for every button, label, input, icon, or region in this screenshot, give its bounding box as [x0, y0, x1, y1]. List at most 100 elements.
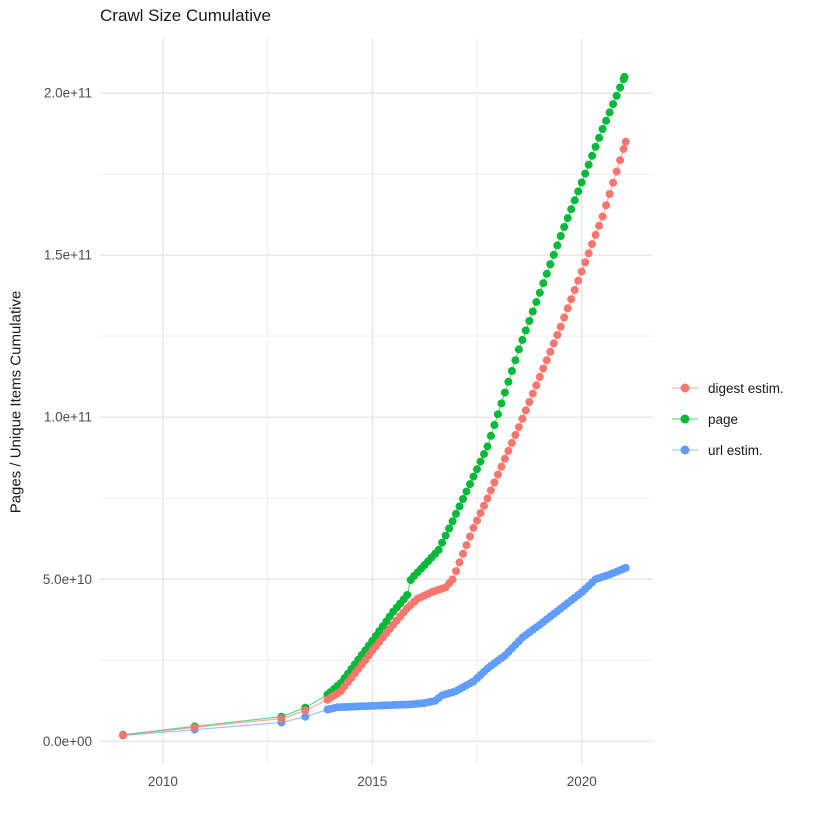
data-point: [466, 532, 474, 541]
data-point: [466, 480, 474, 489]
series-digest-estim-: [119, 137, 630, 740]
data-point: [577, 267, 586, 276]
data-point: [588, 240, 597, 249]
data-point: [469, 523, 478, 532]
data-point: [581, 258, 590, 267]
legend-entry-digest-estim-: digest estim.: [670, 378, 784, 398]
data-point: [486, 431, 495, 440]
data-point: [493, 470, 502, 479]
data-point: [511, 356, 520, 365]
data-point: [612, 167, 621, 176]
y-axis-title: Pages / Unique Items Cumulative: [7, 290, 25, 514]
data-point: [445, 524, 454, 533]
data-point: [480, 450, 488, 459]
data-point: [462, 541, 471, 550]
data-point: [511, 431, 520, 439]
data-point: [521, 406, 530, 415]
data-point: [301, 706, 310, 715]
data-point: [504, 377, 513, 386]
data-point: [556, 322, 565, 331]
data-point: [546, 347, 555, 356]
data-point: [403, 591, 412, 599]
data-point: [441, 531, 450, 540]
data-point: [518, 335, 527, 344]
data-point: [535, 372, 544, 381]
y-tick-label: 0.0e+00: [43, 734, 92, 749]
data-point: [434, 545, 443, 554]
chart-title: Crawl Size Cumulative: [100, 6, 271, 25]
data-point: [459, 495, 467, 503]
data-point: [549, 250, 558, 259]
data-point: [507, 367, 516, 375]
data-point: [473, 516, 481, 525]
gridlines-major: [100, 38, 653, 764]
data-point: [595, 221, 604, 230]
y-tick-label: 1.0e+11: [44, 410, 92, 425]
axis-tick-labels: 0.0e+00 5.0e+10 1.0e+11 1.5e+11 2.0e+11 2010 2…: [43, 86, 597, 789]
data-point: [490, 478, 499, 487]
data-point: [570, 286, 579, 294]
data-point: [556, 232, 565, 240]
data-point: [553, 241, 562, 250]
data-point: [301, 712, 310, 721]
x-tick-label: 2010: [148, 774, 178, 789]
data-point: [553, 331, 562, 339]
data-point: [621, 137, 630, 146]
legend: digest estim. page url estim.: [670, 378, 784, 460]
gridlines-minor: [100, 38, 653, 764]
data-point: [621, 563, 630, 572]
data-point: [452, 567, 460, 576]
data-point: [542, 269, 551, 278]
legend-key-icon: [672, 414, 698, 424]
data-point: [563, 304, 572, 313]
data-point: [577, 178, 586, 187]
data-point: [455, 558, 464, 567]
data-point: [532, 381, 541, 390]
data-point: [574, 276, 583, 285]
data-point: [567, 295, 576, 304]
legend-entry-page: page: [670, 409, 784, 429]
x-tick-label: 2015: [357, 774, 387, 789]
data-point: [448, 517, 457, 526]
legend-label: page: [708, 411, 739, 427]
data-point: [514, 345, 523, 354]
data-point: [605, 190, 614, 198]
data-point: [462, 487, 471, 496]
data-point: [480, 501, 488, 510]
data-point: [570, 196, 579, 205]
data-point: [119, 731, 127, 740]
legend-label: digest estim.: [708, 380, 784, 396]
data-point: [584, 249, 593, 258]
data-point: [539, 364, 548, 373]
data-point: [528, 307, 537, 316]
data-point: [469, 472, 478, 481]
data-point: [535, 288, 544, 297]
data-point: [591, 142, 600, 151]
x-tick-label: 2020: [567, 774, 597, 789]
data-point: [584, 160, 593, 169]
data-point: [616, 83, 625, 92]
data-point: [598, 212, 607, 221]
data-point: [504, 446, 513, 455]
data-point: [602, 201, 611, 210]
data-point: [546, 260, 555, 269]
data-point: [473, 465, 481, 474]
data-point: [539, 279, 548, 288]
data-point: [500, 388, 509, 397]
data-point: [476, 457, 485, 466]
data-point: [560, 223, 569, 231]
legend-key-icon: [672, 445, 698, 455]
data-point: [459, 549, 467, 558]
data-point: [455, 502, 464, 511]
data-point: [532, 298, 541, 307]
data-point: [448, 575, 457, 584]
data-point: [574, 187, 583, 196]
series-url-estim-: [119, 563, 630, 740]
data-point: [190, 723, 199, 732]
data-point: [616, 156, 625, 165]
data-point: [277, 714, 286, 723]
data-point: [493, 410, 502, 419]
data-point: [602, 116, 611, 125]
